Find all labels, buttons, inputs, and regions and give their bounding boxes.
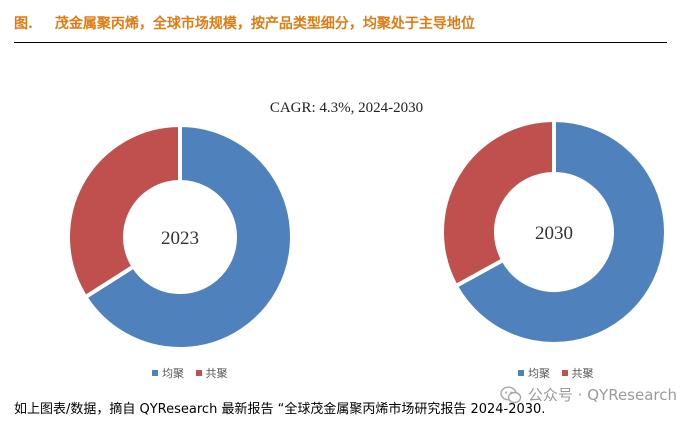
watermark: 公众号 · QYResearch	[500, 384, 677, 405]
legend-label: 共聚	[205, 367, 228, 380]
legend-item: 均聚	[152, 365, 184, 381]
legend-label: 均聚	[528, 367, 550, 380]
legend-2030: 均聚 共聚	[518, 365, 602, 381]
figure-title-text: 茂金属聚丙烯，全球市场规模，按产品类型细分，均聚处于主导地位	[54, 16, 475, 32]
legend-label: 均聚	[162, 367, 184, 380]
legend-item: 共聚	[195, 365, 228, 381]
legend-item: 共聚	[561, 365, 594, 381]
watermark-text: 公众号 · QYResearch	[527, 386, 677, 404]
legend-swatch	[561, 370, 568, 376]
slice-homopolymer	[82, 122, 294, 351]
source-caption: 如上图表/数据，摘自 QYResearch 最新报告 “全球茂金属聚丙烯市场研究…	[14, 402, 546, 417]
legend-swatch	[152, 370, 158, 376]
slice-homopolymer	[453, 117, 668, 346]
legend-label: 共聚	[571, 367, 594, 380]
slice-copolymer	[440, 117, 556, 289]
legend-swatch	[518, 370, 524, 376]
donut-chart-2030: 2030	[440, 117, 668, 346]
figure-number: 图.	[14, 16, 33, 32]
wechat-icon	[500, 385, 522, 403]
legend-2023: 均聚 共聚	[152, 365, 236, 381]
chart-subtitle: CAGR: 4.3%, 2024-2030	[269, 100, 424, 116]
figure-title: 图. 茂金属聚丙烯，全球市场规模，按产品类型细分，均聚处于主导地位	[14, 13, 475, 33]
legend-item: 均聚	[518, 365, 550, 381]
legend-swatch	[195, 370, 202, 376]
center-label: 2030	[535, 223, 573, 244]
donut-chart-2023: 2023	[66, 122, 294, 351]
center-label: 2023	[161, 228, 199, 249]
title-divider	[14, 42, 667, 43]
slice-copolymer	[66, 122, 182, 300]
